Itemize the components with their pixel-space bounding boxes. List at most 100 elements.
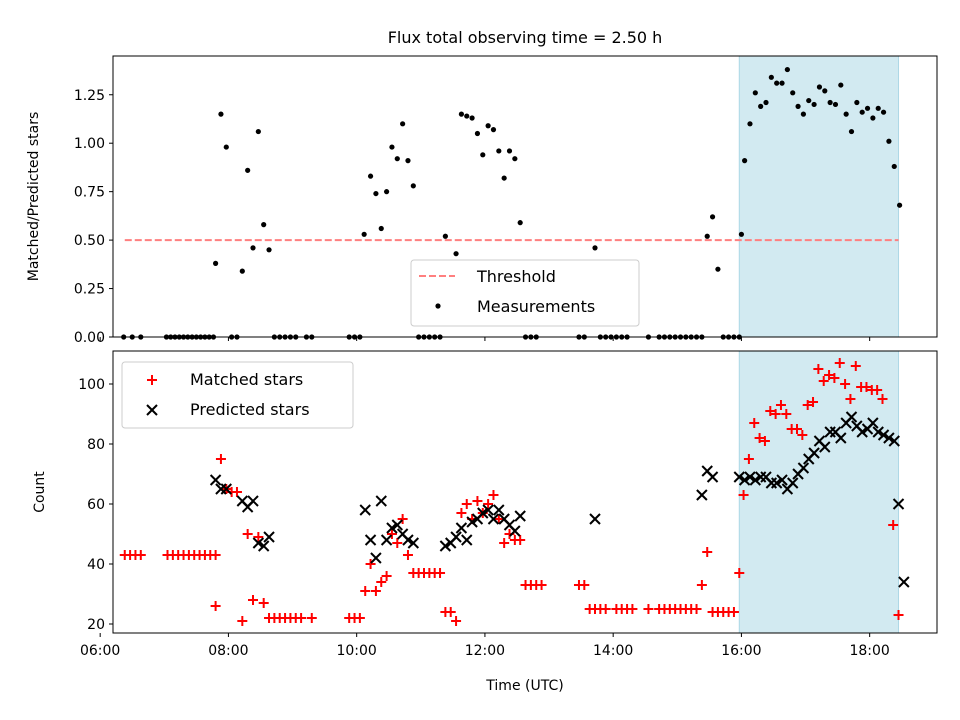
predicted-point — [257, 540, 270, 552]
x-tick-label: 14:00 — [593, 643, 633, 659]
measurement-point — [394, 156, 400, 162]
predicted-point — [514, 510, 526, 522]
predicted-point — [380, 534, 393, 546]
measurement-point — [891, 163, 897, 170]
matched-point — [893, 610, 904, 620]
predicted-point — [898, 576, 910, 588]
matched-point — [499, 538, 510, 548]
matched-point — [483, 499, 494, 509]
matched-point — [210, 550, 221, 560]
measurement-point — [790, 90, 796, 96]
predicted-point — [835, 432, 847, 444]
measurement-point — [458, 111, 465, 117]
matched-point — [861, 382, 872, 392]
y-tick-label: 0.25 — [74, 282, 105, 298]
predicted-point — [370, 552, 382, 564]
legend-matched-label: Matched stars — [190, 370, 303, 389]
measurement-point — [223, 144, 229, 150]
matched-point — [360, 586, 371, 596]
y-tick-label: 100 — [78, 377, 105, 393]
measurement-point — [485, 123, 491, 129]
y-tick-label: 0.50 — [74, 233, 105, 249]
matched-point — [797, 430, 808, 440]
predicted-point — [209, 474, 222, 486]
measurement-point — [212, 260, 219, 266]
matched-point — [888, 520, 899, 530]
x-tick-label: 06:00 — [80, 643, 120, 659]
axes-frame — [112, 55, 938, 338]
matched-point — [386, 529, 397, 539]
measurement-point — [218, 111, 224, 117]
predicted-point — [450, 531, 462, 543]
predicted-point — [696, 489, 708, 501]
matched-point — [738, 490, 749, 500]
matched-point — [381, 571, 392, 581]
predicted-point — [439, 540, 452, 552]
measurement-point — [800, 111, 807, 117]
measurement-point — [239, 268, 245, 274]
matched-point — [840, 379, 851, 389]
matched-point — [445, 607, 456, 617]
matched-point — [579, 580, 590, 590]
predicted-point — [770, 477, 783, 489]
measurement-point — [245, 167, 251, 173]
measurement-point — [383, 189, 390, 195]
top-axes: 0.00 0.25 0.50 0.75 1.00 1.25 Matched/Predicte… — [26, 55, 938, 346]
measurement-point — [742, 158, 748, 164]
predicted-point — [359, 504, 371, 516]
measurement-point — [779, 80, 785, 86]
y-axis-label: Matched/Predicted stars — [26, 112, 42, 282]
measurement-point — [592, 245, 598, 251]
matched-point — [451, 616, 462, 626]
x-axis-label: Time (UTC) — [485, 678, 563, 694]
predicted-point — [883, 432, 895, 444]
predicted-point — [872, 426, 884, 438]
legend: Matched stars Predicted stars — [121, 361, 354, 429]
matched-point — [306, 613, 317, 623]
matched-point — [253, 532, 264, 542]
bottom-axes: 20 40 60 80 100 06:00 08:00 10:00 12:00 14:00 16:0… — [32, 350, 938, 694]
predicted-point — [733, 471, 745, 483]
matched-point — [215, 454, 226, 464]
matched-point — [696, 580, 707, 590]
predicted-point — [867, 417, 879, 429]
measurement-point — [738, 231, 745, 237]
matched-point — [472, 496, 483, 506]
measurement-point — [255, 128, 261, 135]
predicted-point — [856, 426, 868, 438]
measurement-point — [859, 109, 865, 115]
matched-point — [813, 364, 824, 374]
predicted-point — [461, 534, 473, 546]
matched-point — [237, 616, 248, 626]
measurement-point — [480, 152, 486, 158]
matched-point — [515, 535, 526, 545]
axes-frame — [112, 350, 938, 634]
matched-point — [791, 424, 802, 434]
matched-point — [135, 550, 146, 560]
predicted-point — [509, 525, 521, 537]
matched-point — [210, 601, 221, 611]
matched-point — [258, 598, 269, 608]
predicted-point — [744, 471, 756, 483]
x-tick-label: 12:00 — [465, 643, 505, 659]
matched-point — [829, 373, 840, 383]
measurement-point — [266, 247, 272, 253]
matched-point — [770, 409, 781, 419]
matched-point — [461, 499, 472, 509]
predicted-point — [482, 504, 494, 516]
measurement-point — [774, 80, 780, 86]
y-tick-label: 60 — [87, 497, 105, 513]
predicted-point — [877, 429, 890, 441]
predicted-point — [797, 462, 810, 474]
measurement-point — [886, 138, 892, 144]
predicted-point — [391, 519, 403, 531]
matched-point — [728, 607, 739, 617]
predicted-point — [263, 531, 275, 543]
predicted-point — [888, 435, 900, 447]
measurement-point — [747, 121, 753, 127]
matched-point — [834, 358, 845, 368]
predicted-point — [364, 534, 377, 546]
measurement-point — [832, 101, 839, 108]
legend-box — [121, 361, 354, 429]
predicted-point — [706, 471, 719, 483]
